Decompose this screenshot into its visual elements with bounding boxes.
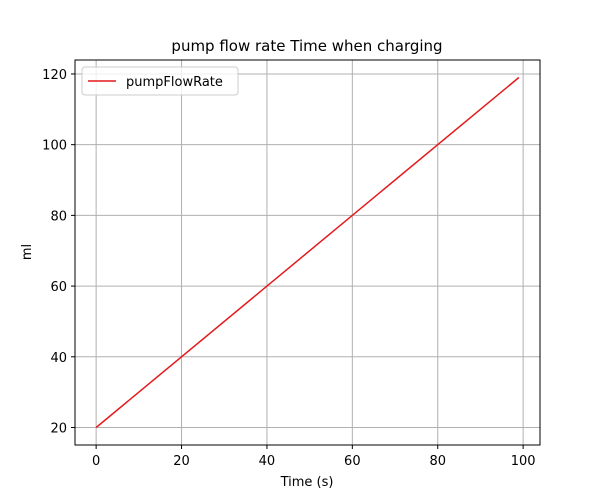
y-tick-label: 60 xyxy=(50,280,67,295)
plot-frame xyxy=(74,59,541,446)
series-layer xyxy=(95,76,520,429)
y-tick-label: 80 xyxy=(50,209,67,224)
y-tick-label: 20 xyxy=(50,422,67,437)
y-tick-label: 100 xyxy=(42,139,67,154)
legend-label: pumpFlowRate xyxy=(126,75,223,90)
y-tick-label: 40 xyxy=(50,351,67,366)
x-axis-label: Time (s) xyxy=(280,475,334,490)
y-tick-label: 120 xyxy=(42,68,67,83)
x-tick-label: 100 xyxy=(511,454,536,469)
x-tick-label: 60 xyxy=(344,454,361,469)
chart-title: pump flow rate Time when charging xyxy=(171,37,442,55)
x-tick-label: 80 xyxy=(429,454,446,469)
y-axis-label: ml xyxy=(20,244,35,260)
x-axis: 0 20 40 60 80 100 xyxy=(92,445,536,469)
x-tick-label: 40 xyxy=(259,454,276,469)
legend-box xyxy=(81,66,239,96)
x-tick-label: 20 xyxy=(173,454,190,469)
legend: pumpFlowRate xyxy=(81,66,239,96)
series-line-pumpFlowRate xyxy=(95,76,520,429)
y-axis: 20 40 60 80 100 120 xyxy=(42,68,75,437)
x-tick-label: 0 xyxy=(92,454,100,469)
